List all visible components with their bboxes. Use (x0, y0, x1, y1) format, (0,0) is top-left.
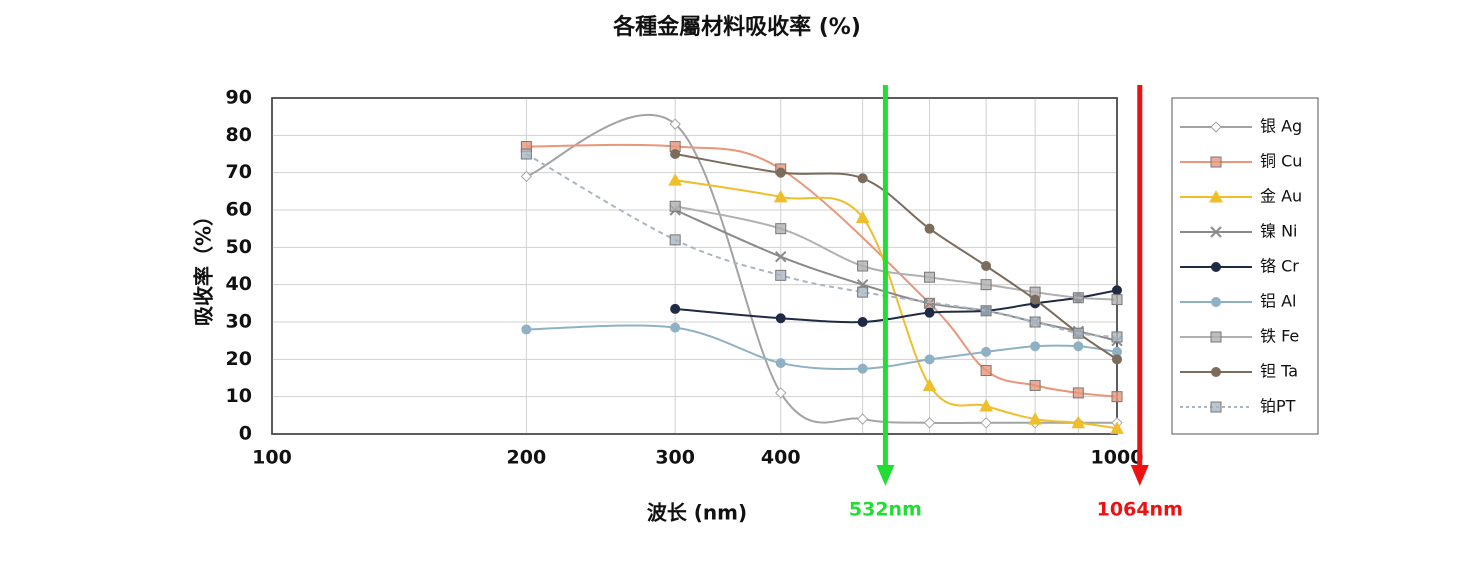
marker (1029, 379, 1041, 391)
marker (775, 269, 787, 281)
marker (1029, 316, 1041, 328)
marker (980, 365, 992, 377)
marker (924, 354, 935, 365)
marker (669, 200, 681, 212)
marker (979, 398, 993, 412)
marker (923, 297, 936, 310)
marker (1111, 331, 1123, 343)
marker (670, 149, 681, 159)
legend-marker (1211, 297, 1221, 307)
marker (855, 210, 870, 223)
marker (980, 279, 992, 291)
marker (981, 346, 992, 357)
marker (669, 234, 681, 246)
marker (669, 118, 681, 130)
legend-marker (1209, 189, 1223, 203)
y-tick-label: 20 (226, 348, 252, 370)
marker (775, 223, 787, 235)
y-tick-label: 70 (226, 161, 252, 183)
legend-marker (1210, 226, 1222, 238)
legend-marker (1211, 367, 1221, 377)
marker (520, 148, 532, 160)
y-tick-label: 10 (226, 385, 252, 407)
marker (924, 271, 936, 283)
legend-label: 金 Au (1260, 187, 1302, 206)
x-axis-label: 波长 (nm) (647, 501, 747, 525)
y-tick-label: 30 (226, 311, 252, 333)
marker (1028, 412, 1042, 425)
x-tick-label: 400 (761, 447, 801, 469)
marker (1072, 387, 1084, 399)
marker (857, 286, 869, 298)
x-tick-label: 200 (507, 447, 547, 469)
marker (1072, 292, 1084, 304)
marker (520, 170, 533, 183)
y-tick-label: 60 (226, 199, 252, 221)
marker (1072, 327, 1084, 339)
marker (670, 303, 681, 314)
marker (775, 250, 787, 263)
y-tick-label: 40 (226, 273, 252, 295)
y-tick-label: 90 (226, 87, 252, 109)
legend-marker (1210, 401, 1222, 413)
annotation-label: 532nm (849, 499, 922, 521)
marker (775, 313, 786, 324)
legend-label: 铁 Fe (1260, 327, 1299, 346)
marker (1110, 421, 1124, 434)
legend-label: 钽 Ta (1260, 362, 1298, 381)
annotation-arrowhead (876, 465, 895, 486)
plot-area (271, 97, 1118, 435)
marker (775, 358, 786, 369)
marker (775, 167, 786, 178)
legend-marker (1210, 121, 1222, 133)
marker (857, 363, 868, 374)
marker (1073, 341, 1084, 352)
marker (857, 260, 869, 272)
legend-marker (1210, 156, 1222, 168)
annotation-arrowhead (1130, 465, 1149, 486)
y-tick-label: 80 (226, 124, 252, 146)
marker (924, 307, 935, 318)
legend-label: 铂PT (1260, 397, 1296, 416)
marker (923, 417, 936, 429)
y-axis-label: 吸收率（%） (192, 206, 216, 326)
marker (521, 324, 532, 335)
marker (980, 305, 992, 317)
legend-label: 银 Ag (1260, 117, 1302, 136)
legend-label: 铬 Cr (1260, 257, 1299, 276)
marker (1112, 354, 1122, 365)
y-tick-label: 50 (226, 236, 252, 258)
legend-label: 铝 Al (1260, 292, 1296, 311)
marker (922, 378, 937, 391)
marker (670, 322, 681, 333)
marker (856, 413, 869, 425)
marker (1030, 341, 1041, 352)
marker (1111, 294, 1123, 306)
marker (1111, 391, 1123, 403)
marker (981, 261, 992, 271)
marker (980, 417, 992, 429)
legend-label: 铜 Cu (1260, 152, 1302, 171)
x-tick-label: 100 (252, 447, 292, 469)
annotation-label: 1064nm (1097, 499, 1183, 521)
chart-title: 各種金屬材料吸收率 (%) (612, 14, 861, 40)
marker (1030, 294, 1041, 305)
y-tick-label: 0 (239, 423, 252, 445)
plot-frame (271, 97, 1118, 435)
x-tick-label: 1000 (1091, 447, 1144, 469)
legend-label: 镍 Ni (1260, 222, 1298, 241)
legend-marker (1211, 262, 1221, 272)
marker (1112, 285, 1122, 296)
marker (857, 317, 868, 327)
marker (775, 387, 787, 399)
marker (857, 173, 868, 184)
marker (924, 223, 935, 234)
marker (668, 173, 683, 186)
marker (1071, 415, 1086, 429)
marker (773, 189, 788, 203)
x-tick-label: 300 (655, 447, 695, 469)
legend-marker (1210, 331, 1222, 343)
